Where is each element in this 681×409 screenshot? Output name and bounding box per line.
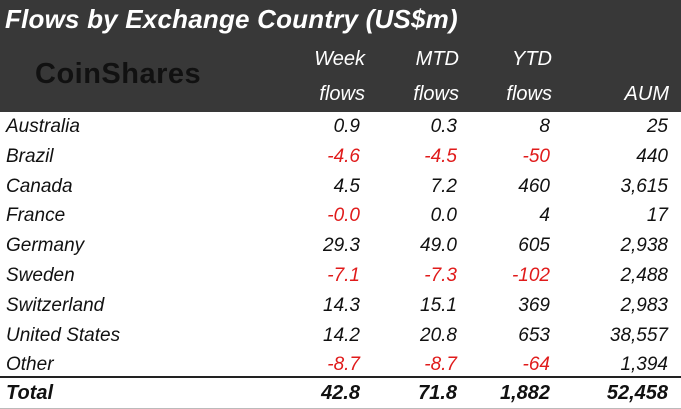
table-row: Australia 0.9 0.3 8 25	[0, 112, 681, 142]
table-row: Brazil -4.6 -4.5 -50 440	[0, 142, 681, 172]
aum-cell: 3,615	[620, 175, 668, 197]
ytd-flow-cell: -50	[522, 145, 550, 167]
aum-cell: 25	[646, 116, 668, 137]
aum-cell: 38,557	[609, 324, 668, 346]
mtd-flow-cell: 0.3	[430, 116, 457, 137]
country-cell: Sweden	[6, 265, 75, 286]
aum-cell: 440	[636, 145, 668, 167]
header-ytd-line1: YTD	[512, 48, 552, 70]
header-mtd-line1: MTD	[415, 48, 459, 70]
mtd-flow-cell: -4.5	[424, 145, 457, 167]
country-cell: Germany	[6, 235, 85, 257]
total-label: Total	[6, 382, 54, 404]
week-flow-cell: 29.3	[323, 235, 360, 257]
header-week-line1: Week	[314, 48, 365, 70]
ytd-flow-cell: 4	[539, 205, 550, 227]
week-flow-cell: -0.0	[327, 205, 360, 227]
table-header: Flows by Exchange Country (US$m) CoinSha…	[0, 0, 681, 112]
mtd-flow-cell: -8.7	[424, 354, 457, 376]
header-aum: AUM	[624, 83, 669, 105]
header-week-line2: flows	[319, 83, 365, 105]
total-row: Total 42.8 71.8 1,882 52,458	[0, 378, 681, 408]
ytd-flow-cell: -64	[522, 354, 550, 376]
week-flow-cell: -8.7	[327, 354, 360, 376]
week-flow-cell: 4.5	[333, 175, 360, 197]
aum-cell: 2,488	[620, 265, 668, 286]
week-flow-cell: 14.2	[323, 324, 360, 346]
total-aum: 52,458	[606, 382, 668, 404]
coinshares-logo: CoinShares	[35, 58, 202, 90]
total-ytd: 1,882	[499, 382, 550, 404]
table-row: United States 14.2 20.8 653 38,557	[0, 321, 681, 351]
country-cell: Other	[6, 354, 54, 376]
mtd-flow-cell: -7.3	[424, 265, 457, 286]
table-row: Switzerland 14.3 15.1 369 2,983	[0, 291, 681, 321]
mtd-flow-cell: 7.2	[430, 175, 457, 197]
table-row: Canada 4.5 7.2 460 3,615	[0, 172, 681, 202]
aum-cell: 2,983	[620, 294, 668, 316]
mtd-flow-cell: 20.8	[420, 324, 457, 346]
country-cell: France	[6, 205, 66, 227]
week-flow-cell: 14.3	[323, 294, 360, 316]
week-flow-cell: -7.1	[327, 265, 360, 286]
table-row: France -0.0 0.0 4 17	[0, 201, 681, 231]
ytd-flow-cell: -102	[511, 265, 550, 286]
aum-cell: 2,938	[620, 235, 668, 257]
week-flow-cell: 0.9	[333, 116, 360, 137]
aum-cell: 17	[646, 205, 668, 227]
total-mtd: 71.8	[418, 382, 457, 404]
ytd-flow-cell: 653	[518, 324, 550, 346]
ytd-flow-cell: 369	[518, 294, 550, 316]
total-week: 42.8	[321, 382, 360, 404]
table-title: Flows by Exchange Country (US$m)	[5, 4, 458, 34]
aum-cell: 1,394	[620, 354, 668, 376]
header-mtd-line2: flows	[413, 83, 459, 105]
mtd-flow-cell: 49.0	[420, 235, 457, 257]
ytd-flow-cell: 460	[518, 175, 550, 197]
ytd-flow-cell: 8	[539, 116, 550, 137]
week-flow-cell: -4.6	[327, 145, 360, 167]
table-row: Sweden -7.1 -7.3 -102 2,488	[0, 261, 681, 291]
country-cell: Switzerland	[6, 294, 105, 316]
country-cell: Australia	[6, 116, 80, 137]
mtd-flow-cell: 0.0	[430, 205, 457, 227]
header-ytd-line2: flows	[506, 83, 552, 105]
table-row: Germany 29.3 49.0 605 2,938	[0, 231, 681, 261]
ytd-flow-cell: 605	[518, 235, 550, 257]
country-cell: United States	[6, 324, 121, 346]
table-row: Other -8.7 -8.7 -64 1,394	[0, 350, 681, 380]
total-divider	[0, 376, 681, 378]
country-cell: Brazil	[6, 145, 54, 167]
mtd-flow-cell: 15.1	[420, 294, 457, 316]
country-cell: Canada	[6, 175, 73, 197]
